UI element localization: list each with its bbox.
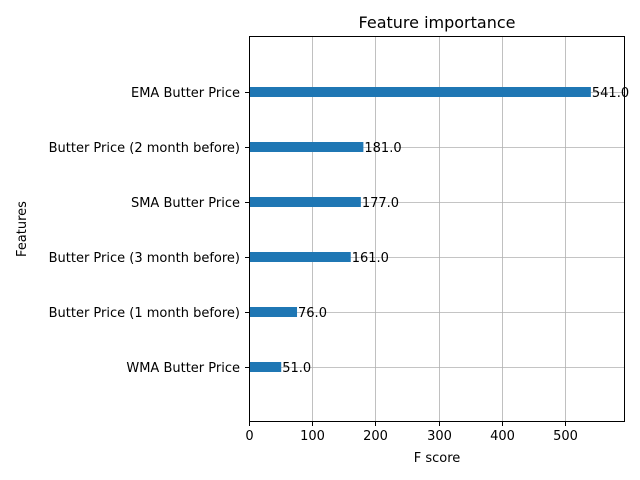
bar bbox=[249, 362, 282, 372]
tick-layer: 0 100 200 300 400 500 WMA Butter Price Butter P… bbox=[49, 86, 578, 444]
x-tick-label: 400 bbox=[490, 429, 515, 444]
bar bbox=[249, 87, 591, 97]
bar bbox=[249, 142, 364, 152]
x-tick-label: 200 bbox=[363, 429, 388, 444]
bar bbox=[249, 252, 351, 262]
bar bbox=[249, 307, 298, 317]
value-label: 177.0 bbox=[362, 196, 399, 211]
x-axis-label: F score bbox=[414, 451, 461, 466]
y-tick-label: WMA Butter Price bbox=[126, 361, 240, 376]
label-layer: 51.0 76.0 161.0 177.0 181.0 541.0 bbox=[282, 86, 629, 376]
value-label: 541.0 bbox=[592, 86, 629, 101]
y-tick-label: SMA Butter Price bbox=[131, 196, 240, 211]
x-tick-label: 300 bbox=[427, 429, 452, 444]
y-axis-label: Features bbox=[15, 201, 30, 257]
value-label: 161.0 bbox=[352, 251, 389, 266]
y-tick-label: Butter Price (1 month before) bbox=[49, 306, 240, 321]
chart-title: Feature importance bbox=[359, 13, 516, 32]
y-tick-label: Butter Price (3 month before) bbox=[49, 251, 240, 266]
plot-frame bbox=[249, 36, 625, 422]
x-tick-label: 0 bbox=[245, 429, 253, 444]
bar bbox=[249, 197, 361, 207]
x-tick-label: 500 bbox=[553, 429, 578, 444]
x-tick-label: 100 bbox=[300, 429, 325, 444]
bar-layer bbox=[249, 87, 591, 372]
y-tick-label: Butter Price (2 month before) bbox=[49, 141, 240, 156]
y-tick-label: EMA Butter Price bbox=[131, 86, 240, 101]
value-label: 51.0 bbox=[282, 361, 311, 376]
value-label: 181.0 bbox=[364, 141, 401, 156]
value-label: 76.0 bbox=[298, 306, 327, 321]
